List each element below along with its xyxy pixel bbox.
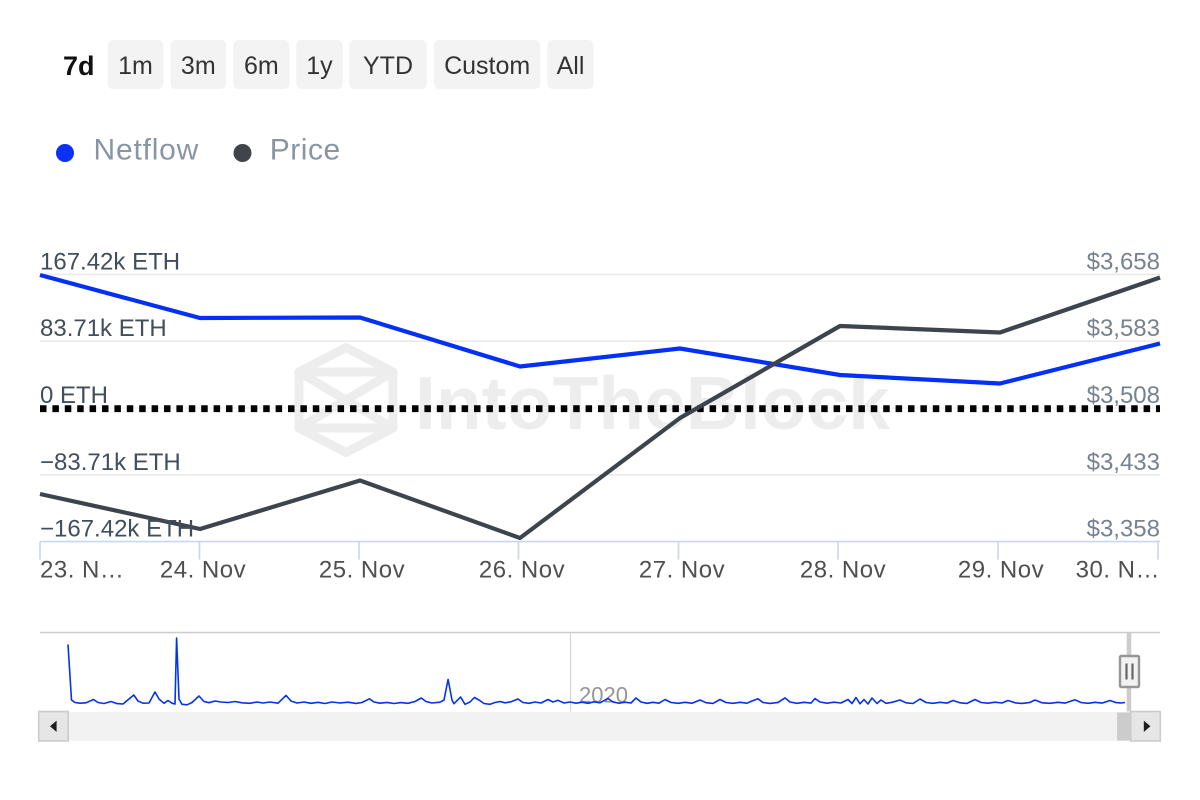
svg-text:167.42k ETH: 167.42k ETH bbox=[40, 248, 180, 275]
svg-text:Custom: Custom bbox=[444, 52, 530, 80]
svg-text:29. Nov: 29. Nov bbox=[958, 557, 1044, 584]
svg-text:83.71k ETH: 83.71k ETH bbox=[40, 315, 167, 342]
svg-text:26. Nov: 26. Nov bbox=[479, 557, 565, 584]
svg-text:25. Nov: 25. Nov bbox=[319, 557, 405, 584]
svg-text:$3,508: $3,508 bbox=[1087, 382, 1160, 409]
svg-text:27. Nov: 27. Nov bbox=[639, 557, 725, 584]
svg-text:3m: 3m bbox=[181, 52, 216, 80]
svg-text:$3,358: $3,358 bbox=[1087, 516, 1160, 543]
svg-text:1y: 1y bbox=[306, 52, 333, 80]
svg-text:Netflow: Netflow bbox=[94, 134, 200, 167]
svg-text:30. N…: 30. N… bbox=[1076, 557, 1160, 584]
svg-text:1m: 1m bbox=[118, 52, 153, 80]
svg-text:$3,658: $3,658 bbox=[1087, 248, 1160, 275]
svg-text:24. Nov: 24. Nov bbox=[160, 557, 246, 584]
svg-text:All: All bbox=[557, 52, 585, 80]
svg-text:28. Nov: 28. Nov bbox=[800, 557, 886, 584]
svg-text:7d: 7d bbox=[63, 51, 95, 81]
svg-text:0 ETH: 0 ETH bbox=[40, 382, 108, 409]
svg-text:−83.71k ETH: −83.71k ETH bbox=[40, 449, 181, 476]
svg-text:6m: 6m bbox=[244, 52, 279, 80]
svg-text:Price: Price bbox=[270, 134, 341, 167]
svg-text:IntoTheBlock: IntoTheBlock bbox=[415, 361, 890, 445]
svg-text:YTD: YTD bbox=[363, 52, 413, 80]
svg-text:−167.42k ETH: −167.42k ETH bbox=[40, 516, 194, 543]
svg-text:$3,583: $3,583 bbox=[1087, 315, 1160, 342]
svg-text:23. N…: 23. N… bbox=[40, 557, 124, 584]
svg-text:$3,433: $3,433 bbox=[1087, 449, 1160, 476]
